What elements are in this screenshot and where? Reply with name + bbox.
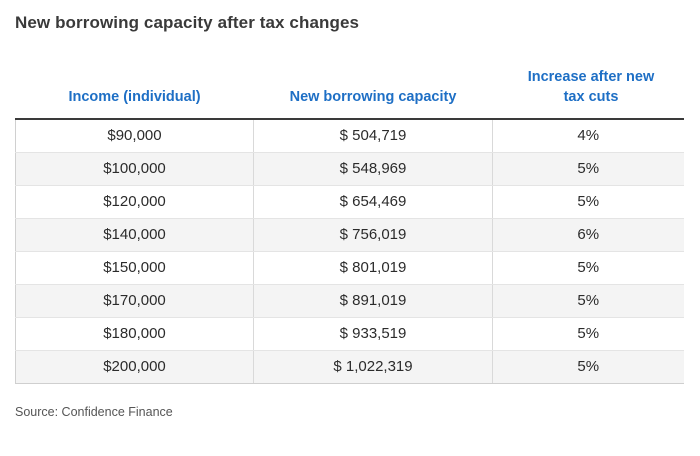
cell-borrowing-capacity: $ 891,019 [253,284,493,318]
cell-borrowing-capacity: $ 548,969 [253,152,493,186]
borrowing-table-container: Income (individual) New borrowing capaci… [15,66,684,384]
cell-borrowing-capacity: $ 933,519 [253,317,493,351]
cell-borrowing-capacity: $ 801,019 [253,251,493,285]
cell-income: $170,000 [15,284,254,318]
header-borrowing-capacity: New borrowing capacity [253,66,493,120]
table-row: $120,000 $ 654,469 5% [15,185,684,219]
cell-borrowing-capacity: $ 1,022,319 [253,350,493,384]
table-row: $150,000 $ 801,019 5% [15,251,684,285]
cell-borrowing-capacity: $ 504,719 [253,119,493,153]
cell-income: $120,000 [15,185,254,219]
cell-income: $100,000 [15,152,254,186]
cell-increase: 4% [492,119,684,153]
cell-income: $150,000 [15,251,254,285]
header-income: Income (individual) [15,66,254,120]
table-row: $140,000 $ 756,019 6% [15,218,684,252]
cell-increase: 5% [492,350,684,384]
cell-increase: 5% [492,317,684,351]
cell-increase: 5% [492,152,684,186]
borrowing-table: Income (individual) New borrowing capaci… [15,66,684,384]
table-row: $100,000 $ 548,969 5% [15,152,684,186]
cell-income: $180,000 [15,317,254,351]
cell-borrowing-capacity: $ 756,019 [253,218,493,252]
chart-title: New borrowing capacity after tax changes [15,13,360,32]
table-header: Income (individual) New borrowing capaci… [15,66,684,120]
cell-income: $90,000 [15,119,254,153]
table-row: $200,000 $ 1,022,319 5% [15,350,684,384]
source-note: Source: Confidence Finance [15,405,173,419]
table-row: $180,000 $ 933,519 5% [15,317,684,351]
header-row: Income (individual) New borrowing capaci… [15,66,684,120]
table-row: $90,000 $ 504,719 4% [15,119,684,153]
cell-income: $200,000 [15,350,254,384]
table-row: $170,000 $ 891,019 5% [15,284,684,318]
cell-increase: 6% [492,218,684,252]
cell-income: $140,000 [15,218,254,252]
cell-increase: 5% [492,185,684,219]
cell-increase: 5% [492,284,684,318]
cell-increase: 5% [492,251,684,285]
cell-borrowing-capacity: $ 654,469 [253,185,493,219]
header-increase: Increase after new tax cuts [492,66,684,120]
table-body: $90,000 $ 504,719 4% $100,000 $ 548,969 5% $12… [15,119,684,384]
